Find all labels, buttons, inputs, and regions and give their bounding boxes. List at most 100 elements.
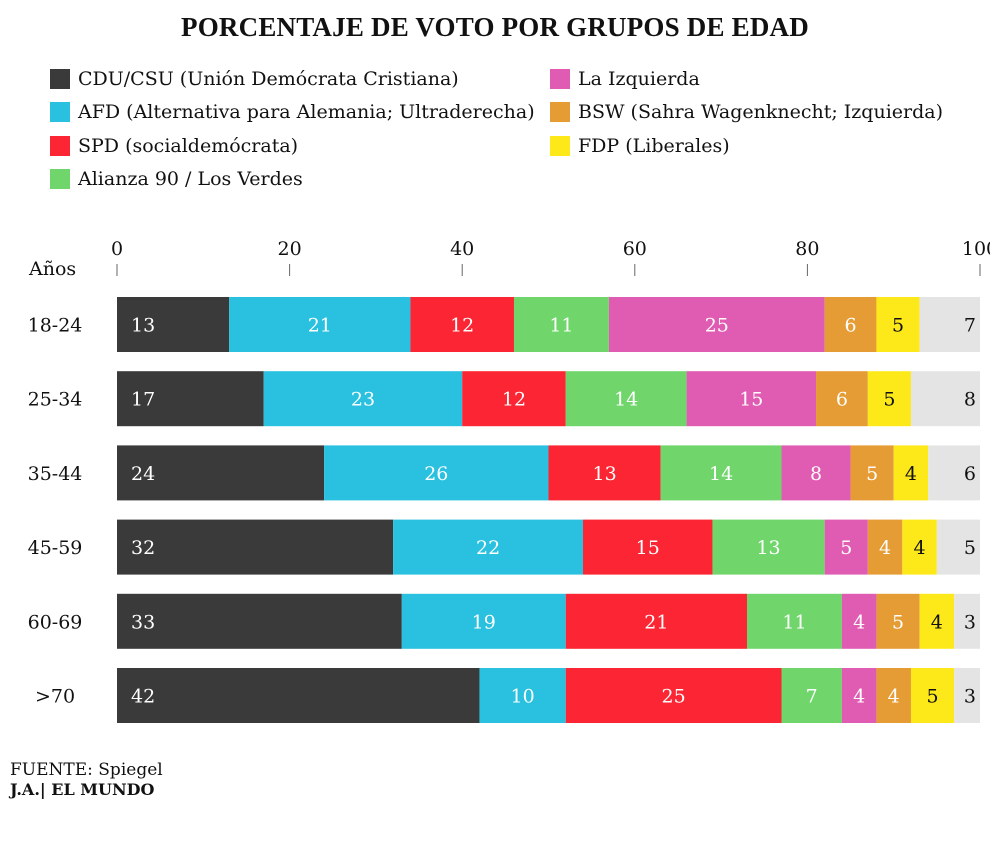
bar-segment <box>876 593 920 649</box>
bar-segment <box>117 445 325 501</box>
source-note: FUENTE: Spiegel <box>10 760 163 780</box>
bar-segment <box>117 668 480 723</box>
bar-segment <box>660 445 782 501</box>
bar-segment <box>324 445 549 501</box>
bar-value-label: 11 <box>782 611 806 633</box>
bar-segment <box>867 519 903 575</box>
category-label: >70 <box>35 686 75 708</box>
bar-segment <box>565 593 747 649</box>
legend-item-verdes: Alianza 90 / Los Verdes <box>50 163 535 197</box>
bar-segment <box>229 297 411 352</box>
bar-segment <box>919 297 980 352</box>
legend-label-izquierda: La Izquierda <box>578 67 700 90</box>
x-tick-label: 60 <box>623 238 647 260</box>
bar-segment <box>781 445 851 501</box>
bar-value-label: 13 <box>756 537 780 559</box>
bar-segment <box>936 519 980 575</box>
bar-value-label: 5 <box>883 389 895 411</box>
category-label: 45-59 <box>28 537 83 559</box>
legend-item-izquierda: La Izquierda <box>550 62 943 96</box>
bar-segment <box>954 593 980 649</box>
bar-value-label: 12 <box>502 389 526 411</box>
legend-label-fdp: FDP (Liberales) <box>578 134 730 157</box>
bar-segment <box>401 593 566 649</box>
bar-value-label: 42 <box>131 686 155 708</box>
bar-segment <box>117 519 394 575</box>
bar-value-label: 10 <box>511 686 535 708</box>
bar-value-label: 22 <box>476 537 500 559</box>
bar-segment <box>954 668 980 723</box>
bar-value-label: 4 <box>879 537 891 559</box>
bar-segment <box>902 519 937 575</box>
y-axis-label: Años <box>28 258 76 280</box>
bars: 13 21 12 11 25 6 5 717 23 12 14 15 6 5 824 26 13 14 8 5 4 632… <box>117 297 980 723</box>
bar-value-label: 25 <box>662 686 686 708</box>
bar-value-label: 13 <box>593 463 617 485</box>
bar-value-label: 5 <box>840 537 852 559</box>
bar-value-label: 7 <box>806 686 818 708</box>
chart-title: PORCENTAJE DE VOTO POR GRUPOS DE EDAD <box>181 12 809 42</box>
bar-value-label: 8 <box>810 463 822 485</box>
bar-segment <box>117 593 402 649</box>
legend-label-spd: SPD (socialdemócrata) <box>78 134 299 157</box>
bar-value-label: 6 <box>836 389 848 411</box>
bar-value-label: 11 <box>549 315 573 337</box>
x-tick-label: 100 <box>962 238 990 260</box>
bar-segment <box>781 668 842 723</box>
legend-item-spd: SPD (socialdemócrata) <box>50 129 535 163</box>
bar-value-label: 5 <box>866 463 878 485</box>
bar-segment <box>910 371 980 427</box>
bar-value-label: 4 <box>931 611 943 633</box>
legend-item-cdu: CDU/CSU (Unión Demócrata Cristiana) <box>50 62 535 96</box>
bar-value-label: 4 <box>853 611 865 633</box>
bar-segment <box>479 668 566 723</box>
legend-swatch-verdes <box>50 169 70 190</box>
legend-item-afd: AFD (Alternativa para Alemania; Ultrader… <box>50 96 535 130</box>
bar-value-label: 26 <box>424 463 448 485</box>
bar-segment <box>816 371 868 427</box>
bar-value-label: 15 <box>636 537 660 559</box>
bar-value-label: 5 <box>892 315 904 337</box>
bar-value-label: 5 <box>926 686 938 708</box>
bar-segment <box>841 593 877 649</box>
bar-segment <box>876 297 920 352</box>
bar-value-label: 7 <box>964 315 976 337</box>
bar-value-label: 4 <box>914 537 926 559</box>
bar-segment <box>928 445 980 501</box>
bar-value-label: 19 <box>472 611 496 633</box>
legend-right: La Izquierda BSW (Sahra Wagenknecht; Izq… <box>550 62 943 163</box>
bar-segment <box>393 519 584 575</box>
bar-segment <box>824 297 877 352</box>
bar-segment <box>410 297 514 352</box>
bar-value-label: 12 <box>450 315 474 337</box>
bar-segment <box>841 668 877 723</box>
bar-segment <box>919 593 955 649</box>
bar-segment <box>565 668 782 723</box>
x-axis: 0 20 40 60 80 100 Años 18-24 25-34 35-44 45-59 60-6… <box>28 238 990 708</box>
x-tick-label: 80 <box>795 238 819 260</box>
bar-segment <box>263 371 463 427</box>
bar-value-label: 3 <box>964 686 976 708</box>
legend-label-verdes: Alianza 90 / Los Verdes <box>78 168 303 191</box>
bar-segment <box>686 371 817 427</box>
legend-label-cdu: CDU/CSU (Unión Demócrata Cristiana) <box>78 67 459 90</box>
bar-segment <box>513 297 609 352</box>
bar-segment <box>746 593 842 649</box>
x-tick-label: 20 <box>278 238 302 260</box>
bar-value-label: 5 <box>892 611 904 633</box>
bar-segment <box>548 445 661 501</box>
bar-value-label: 13 <box>131 315 155 337</box>
bar-value-label: 3 <box>964 611 976 633</box>
bar-segment <box>712 519 825 575</box>
x-tick-label: 0 <box>111 238 123 260</box>
bar-segment <box>117 297 230 352</box>
bar-value-label: 6 <box>845 315 857 337</box>
category-label: 60-69 <box>28 611 83 633</box>
legend-swatch-cdu <box>50 68 70 89</box>
bar-segment <box>824 519 868 575</box>
legend-swatch-izquierda <box>550 68 570 89</box>
bar-value-label: 21 <box>644 611 668 633</box>
bar-value-label: 24 <box>131 463 155 485</box>
x-tick-label: 40 <box>450 238 474 260</box>
bar-value-label: 5 <box>964 537 976 559</box>
